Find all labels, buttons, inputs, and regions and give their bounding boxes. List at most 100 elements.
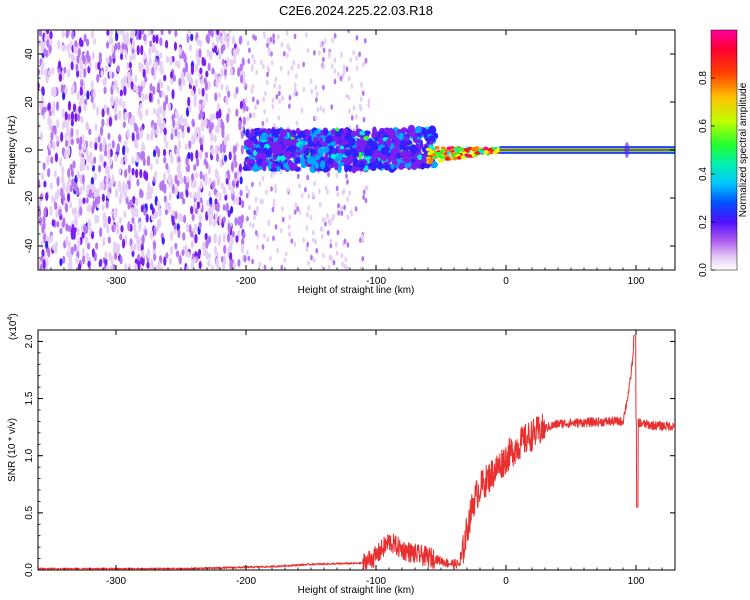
- spectrogram-cell: [297, 132, 302, 139]
- spectrogram-cell: [245, 106, 249, 112]
- spectrogram-cell: [336, 191, 340, 198]
- spectrogram-cell: [275, 93, 279, 100]
- spectrogram-cell: [436, 151, 442, 156]
- spectrogram-cell: [227, 34, 231, 42]
- spectrogram-cell: [45, 192, 49, 201]
- spectrogram-cell: [247, 189, 251, 196]
- spectrogram-cell: [220, 45, 224, 55]
- y-tick-label: -20: [24, 190, 35, 205]
- spectrogram-cell: [325, 135, 333, 144]
- spectrogram-cell: [312, 257, 316, 264]
- spectrogram-cell: [107, 215, 111, 225]
- spectrogram-cell: [193, 179, 197, 189]
- spectrogram-cell: [77, 113, 81, 122]
- spectrogram-cell: [64, 111, 68, 121]
- spectrogram-cell: [168, 202, 172, 213]
- snr-y-scale-exp: 4: [7, 317, 14, 321]
- spectrogram-cell: [293, 33, 297, 40]
- spectrogram-cell: [330, 216, 334, 223]
- spectrogram-cell: [300, 107, 304, 114]
- y-tick-label: 0.0: [24, 563, 35, 577]
- spectrogram-cell: [193, 164, 197, 171]
- snr-series-line: [38, 335, 675, 570]
- spectrogram-cell: [64, 149, 68, 160]
- spectrogram-cell: [280, 41, 284, 48]
- spectrogram-cell: [347, 30, 350, 34]
- spectrogram-cell: [68, 51, 72, 59]
- spectrogram-cell: [179, 177, 184, 184]
- spectrogram-cell: [139, 102, 143, 110]
- spectrogram-cell: [429, 140, 434, 145]
- spectrogram-cell: [82, 254, 86, 265]
- spectrogram-cell: [184, 143, 188, 151]
- spectrogram-cell: [163, 134, 167, 143]
- spectrogram-cell: [335, 132, 342, 137]
- spectrogram-cell: [251, 63, 254, 70]
- spectrogram-cell: [83, 33, 87, 43]
- spectrogram-cell: [108, 70, 113, 79]
- spectrogram-cell: [199, 170, 203, 180]
- spectrogram-cell: [124, 112, 128, 122]
- spectrogram-cell: [124, 43, 128, 53]
- spectrogram-cell: [146, 190, 150, 201]
- spectrogram-cell: [256, 152, 263, 160]
- spectrogram-cell: [265, 189, 268, 195]
- spectrogram-cell: [177, 59, 181, 70]
- spectrogram-cell: [279, 128, 287, 138]
- spectrogram-cell: [130, 81, 134, 90]
- spectrogram-cell: [81, 231, 85, 239]
- spectrogram-cell: [460, 155, 466, 160]
- spectrogram-cell: [246, 216, 249, 222]
- spectrogram-cell: [89, 151, 93, 159]
- spectrogram-cell: [352, 149, 359, 158]
- spectrogram-cell: [223, 136, 227, 146]
- spectrogram-cell: [160, 30, 164, 36]
- spectrogram-cell: [132, 195, 136, 205]
- spectrogram-cell: [45, 75, 49, 84]
- spectrogram-cell: [207, 252, 212, 260]
- spectrogram-cell: [300, 192, 304, 199]
- spectrogram-cell: [223, 32, 227, 43]
- spectrogram-cell: [152, 44, 156, 54]
- spectrogram-cell: [190, 205, 194, 215]
- spectrogram-cell: [73, 220, 78, 228]
- spectrogram-cell: [149, 258, 154, 266]
- spectrogram-cell: [95, 242, 99, 250]
- spectrogram-cell: [159, 60, 163, 68]
- spectrogram-cell: [126, 61, 130, 70]
- spectrogram-cell: [273, 142, 280, 151]
- spectrogram-cell: [208, 50, 213, 61]
- spectrogram-cell: [292, 163, 298, 170]
- spectrogram-cell: [114, 42, 118, 51]
- spectrogram-cell: [165, 141, 169, 149]
- spectrogram-cell: [271, 103, 275, 110]
- spectrogram-cell: [361, 255, 365, 262]
- spectrogram-cell: [241, 200, 245, 209]
- spectrogram-cell: [147, 182, 151, 193]
- spectrogram-cell: [190, 173, 195, 182]
- spectrogram-cell: [56, 188, 60, 200]
- spectrogram-cell: [306, 47, 310, 54]
- spectrogram-cell: [39, 193, 44, 201]
- spectrogram-cell: [79, 136, 83, 146]
- spectrogram-cell: [346, 196, 350, 202]
- spectrogram-cell: [150, 213, 155, 221]
- spectrogram-cell: [137, 107, 141, 117]
- snr-y-label: SNR (10 * v/v): [7, 418, 18, 482]
- spectrogram-cell: [104, 256, 108, 267]
- spectrogram-cell: [205, 239, 209, 248]
- spectrogram-cell: [148, 56, 152, 67]
- spectrogram-cell: [122, 100, 126, 110]
- spectrogram-cell: [218, 108, 222, 119]
- spectrogram-cell: [315, 247, 319, 254]
- spectrogram-cell: [86, 38, 90, 47]
- spectrogram-cell: [251, 84, 255, 90]
- spectrogram-cell: [141, 30, 145, 35]
- spectrogram-cell: [321, 141, 328, 148]
- spectrogram-cell: [97, 136, 101, 143]
- spectrogram-cell: [335, 250, 339, 256]
- spectrogram-cell: [156, 82, 161, 92]
- spectrogram-cell: [52, 243, 56, 251]
- spectrogram-cell: [210, 30, 214, 38]
